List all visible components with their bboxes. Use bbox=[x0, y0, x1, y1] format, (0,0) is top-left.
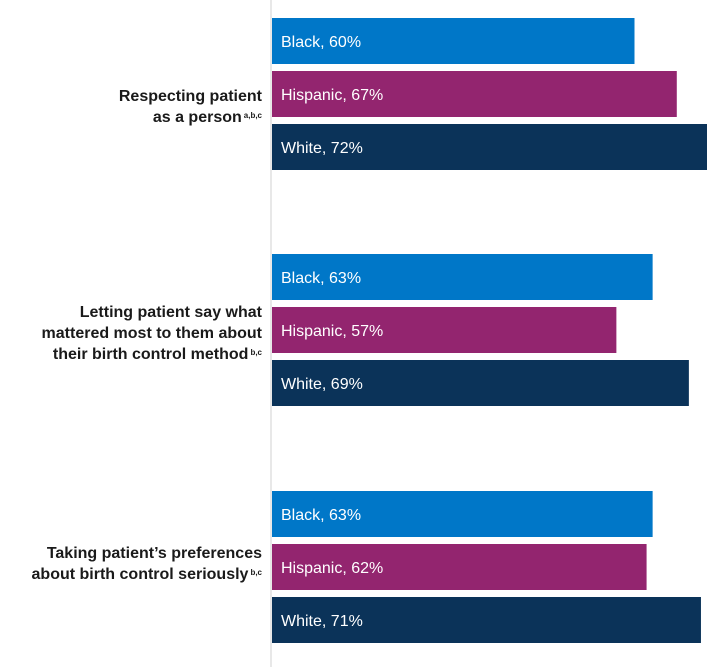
bar-black-3 bbox=[272, 491, 653, 537]
bar-label-hispanic-1: Hispanic, 67% bbox=[281, 87, 383, 104]
bar-black-2 bbox=[272, 254, 653, 300]
category-label-line: their birth control method bbox=[52, 345, 249, 363]
bar-label-hispanic-2: Hispanic, 57% bbox=[281, 323, 383, 340]
bar-white-3 bbox=[272, 597, 701, 643]
category-label-line: about birth control seriously bbox=[31, 566, 249, 583]
bar-label-hispanic-3: Hispanic, 62% bbox=[281, 560, 383, 577]
category-footnote-marker: b,c bbox=[250, 347, 262, 357]
bar-label-black-2: Black, 63% bbox=[281, 270, 361, 287]
category-label-line: mattered most to them about bbox=[41, 324, 262, 342]
bar-white-2 bbox=[272, 360, 689, 406]
category-label-line: Taking patient’s preferences bbox=[46, 545, 262, 562]
bar-label-white-2: White, 69% bbox=[281, 376, 363, 393]
category-label-line: Respecting patient bbox=[118, 88, 262, 105]
category-footnote-marker: b,c bbox=[250, 568, 262, 577]
category-label-2: Letting patient say what mattered most to… bbox=[0, 302, 262, 365]
bar-hispanic-2 bbox=[272, 307, 617, 353]
bar-black-1 bbox=[272, 18, 635, 64]
category-label-line: Letting patient say what bbox=[79, 303, 262, 321]
category-footnote-marker: a,b,c bbox=[243, 111, 262, 120]
bar-hispanic-1 bbox=[272, 71, 677, 117]
category-label-line: as a person bbox=[152, 109, 242, 126]
bar-white-1 bbox=[272, 124, 707, 170]
bar-label-white-1: White, 72% bbox=[281, 140, 363, 157]
bar-label-white-3: White, 71% bbox=[281, 613, 363, 630]
bar-label-black-3: Black, 63% bbox=[281, 507, 361, 524]
bar-hispanic-3 bbox=[272, 544, 647, 590]
category-label-1: Respecting patient as a person a,b,c bbox=[0, 86, 262, 128]
bar-label-black-1: Black, 60% bbox=[281, 34, 361, 51]
category-label-3: Taking patient’s preferences about birth … bbox=[0, 543, 262, 585]
